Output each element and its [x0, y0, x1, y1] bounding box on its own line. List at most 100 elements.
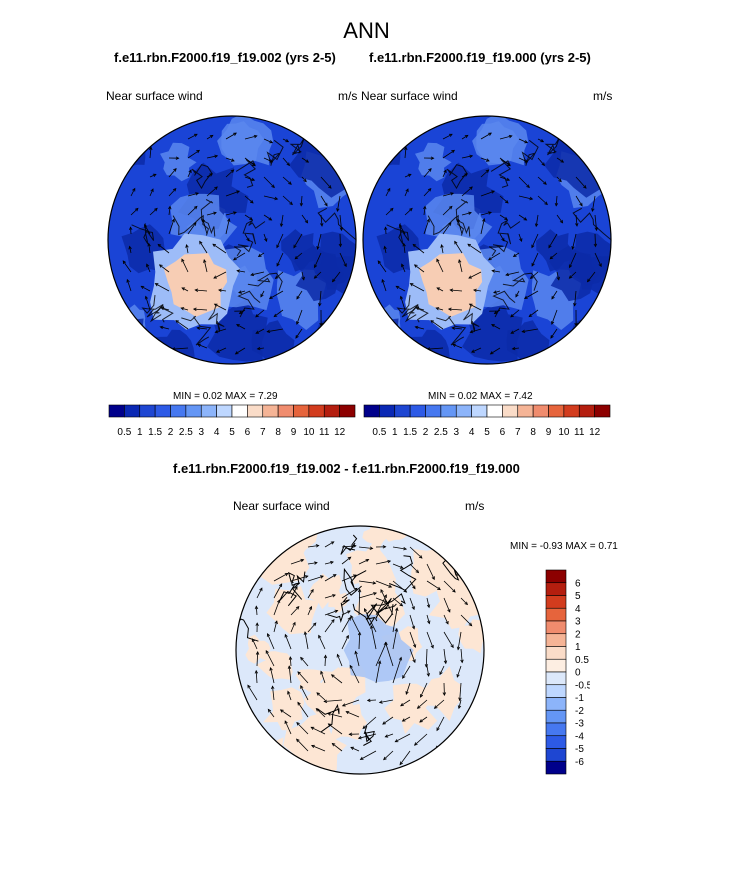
diff-wind-vector — [324, 699, 343, 702]
left-colorbar-tick-label: 7 — [260, 427, 266, 438]
right-wind-vector — [403, 243, 406, 254]
left-wind-vector-head — [214, 329, 219, 334]
right-coastline — [497, 219, 521, 245]
diff-wind-vector — [290, 559, 304, 565]
diff-coastline — [370, 593, 406, 624]
diff-wind-vector — [296, 738, 309, 752]
diff-wind-vector — [350, 747, 360, 752]
left-wind-vector-head — [304, 219, 309, 224]
diff-wind-vector-head — [464, 601, 469, 606]
diff-wind-vector-head — [266, 632, 271, 637]
diff-wind-vector-head — [310, 726, 315, 730]
left-wind-vector — [213, 271, 227, 279]
right-wind-vector — [385, 188, 391, 197]
left-wind-vector — [225, 169, 234, 178]
right-wind-vector — [556, 176, 562, 182]
left-wind-vector — [255, 328, 265, 334]
diff-positive-patch — [256, 651, 293, 680]
right-wind-vector — [550, 328, 558, 339]
diff-wind-vector — [355, 651, 360, 667]
diff-wind-vector — [331, 674, 343, 684]
right-wind-vector-head — [541, 162, 545, 167]
left-wind-vector-head — [268, 217, 273, 221]
diff-colorbar-swatch — [545, 620, 567, 635]
diff-wind-vector — [342, 699, 360, 707]
left-wind-vector-head — [251, 177, 256, 181]
diff-wind-vector-head — [347, 616, 351, 621]
diff-wind-vector — [392, 597, 403, 607]
diff-wind-vector — [289, 656, 292, 667]
right-min-label: MIN = — [428, 391, 458, 402]
right-wind-vector — [385, 227, 387, 235]
left-colorbar-tick-label: 5 — [229, 427, 235, 438]
left-wind-vector — [319, 290, 322, 306]
right-wind-vector — [480, 218, 485, 235]
diff-coastline — [343, 567, 367, 596]
diff-wind-vector — [400, 699, 411, 707]
diff-wind-vector-head — [362, 725, 367, 729]
diff-wind-vector-head — [254, 669, 259, 674]
left-wind-vector-head — [320, 223, 324, 227]
diff-wind-vector-head — [267, 708, 272, 713]
right-wind-vector — [450, 289, 463, 292]
right-colorbar-tick-label: 11 — [574, 427, 585, 438]
diff-wind-vector-head — [415, 569, 420, 574]
diff-colorbar-swatch — [545, 569, 567, 584]
diff-wind-vector — [296, 722, 309, 735]
right-colorbar-tick-label: 5 — [484, 427, 490, 438]
diff-wind-vector — [392, 580, 407, 593]
right-coastline — [572, 207, 611, 243]
right-wind-vector — [404, 208, 413, 216]
diff-wind-vector — [324, 574, 337, 582]
diff-wind-vector-head — [318, 634, 322, 639]
left-wind-vector — [320, 214, 323, 227]
diff-wind-vector — [324, 610, 338, 616]
left-wind-vector-head — [293, 244, 297, 249]
right-wind-vector-head — [531, 244, 535, 249]
diff-wind-vector — [337, 654, 343, 667]
right-wind-vector — [537, 195, 548, 205]
left-wind-vector-head — [173, 168, 177, 172]
right-wind-vector — [457, 218, 463, 235]
left-wind-vector — [301, 214, 308, 224]
diff-wind-vector — [409, 631, 416, 648]
diff-wind-vector — [341, 610, 351, 616]
right-wind-vector — [480, 157, 490, 162]
left-colorbar-tick-label: 2 — [168, 427, 174, 438]
diff-wind-vector-head — [357, 735, 362, 740]
diff-wind-vector — [255, 670, 258, 684]
right-wind-vector — [575, 176, 587, 189]
left-wind-vector — [332, 271, 341, 282]
diff-colorbar-swatch — [545, 582, 567, 596]
diff-positive-patch — [248, 526, 279, 546]
right-wind-vector — [473, 289, 482, 292]
diff-wind-vector — [297, 671, 309, 684]
left-wind-vector-head — [128, 245, 132, 250]
right-wind-vector — [385, 208, 394, 216]
diff-panel-title: f.e11.rbn.F2000.f19_f19.002 - f.e11.rbn.… — [173, 461, 520, 476]
left-wind-vector — [149, 174, 157, 178]
diff-wind-vector-head — [348, 732, 353, 736]
diff-wind-vector-head — [288, 656, 293, 660]
left-wind-vector-head — [194, 133, 198, 137]
diff-wind-vector — [320, 671, 326, 684]
left-wind-vector — [294, 252, 303, 260]
left-wind-vector-head — [171, 218, 175, 223]
left-high-wind-region — [163, 253, 228, 317]
left-wind-vector-head — [214, 186, 218, 190]
left-wind-vector-head — [122, 260, 126, 265]
diff-wind-vector — [307, 622, 317, 633]
diff-wind-vector — [443, 597, 451, 613]
left-wind-vector-head — [213, 211, 217, 215]
diff-colorbar-tick-label: -6 — [575, 757, 584, 768]
left-wind-vector-head — [236, 324, 240, 328]
left-wind-vector — [258, 252, 265, 257]
left-wind-vector — [130, 208, 139, 216]
left-wind-vector-head — [215, 349, 220, 353]
left-wind-vector-head — [279, 223, 284, 228]
right-wind-vector — [594, 252, 602, 267]
diff-wind-vector-head — [287, 690, 291, 695]
diff-wind-vector-head — [402, 675, 406, 679]
diff-colorbar-tick-label: 1 — [575, 642, 581, 653]
left-colorbar-swatch — [139, 404, 156, 418]
